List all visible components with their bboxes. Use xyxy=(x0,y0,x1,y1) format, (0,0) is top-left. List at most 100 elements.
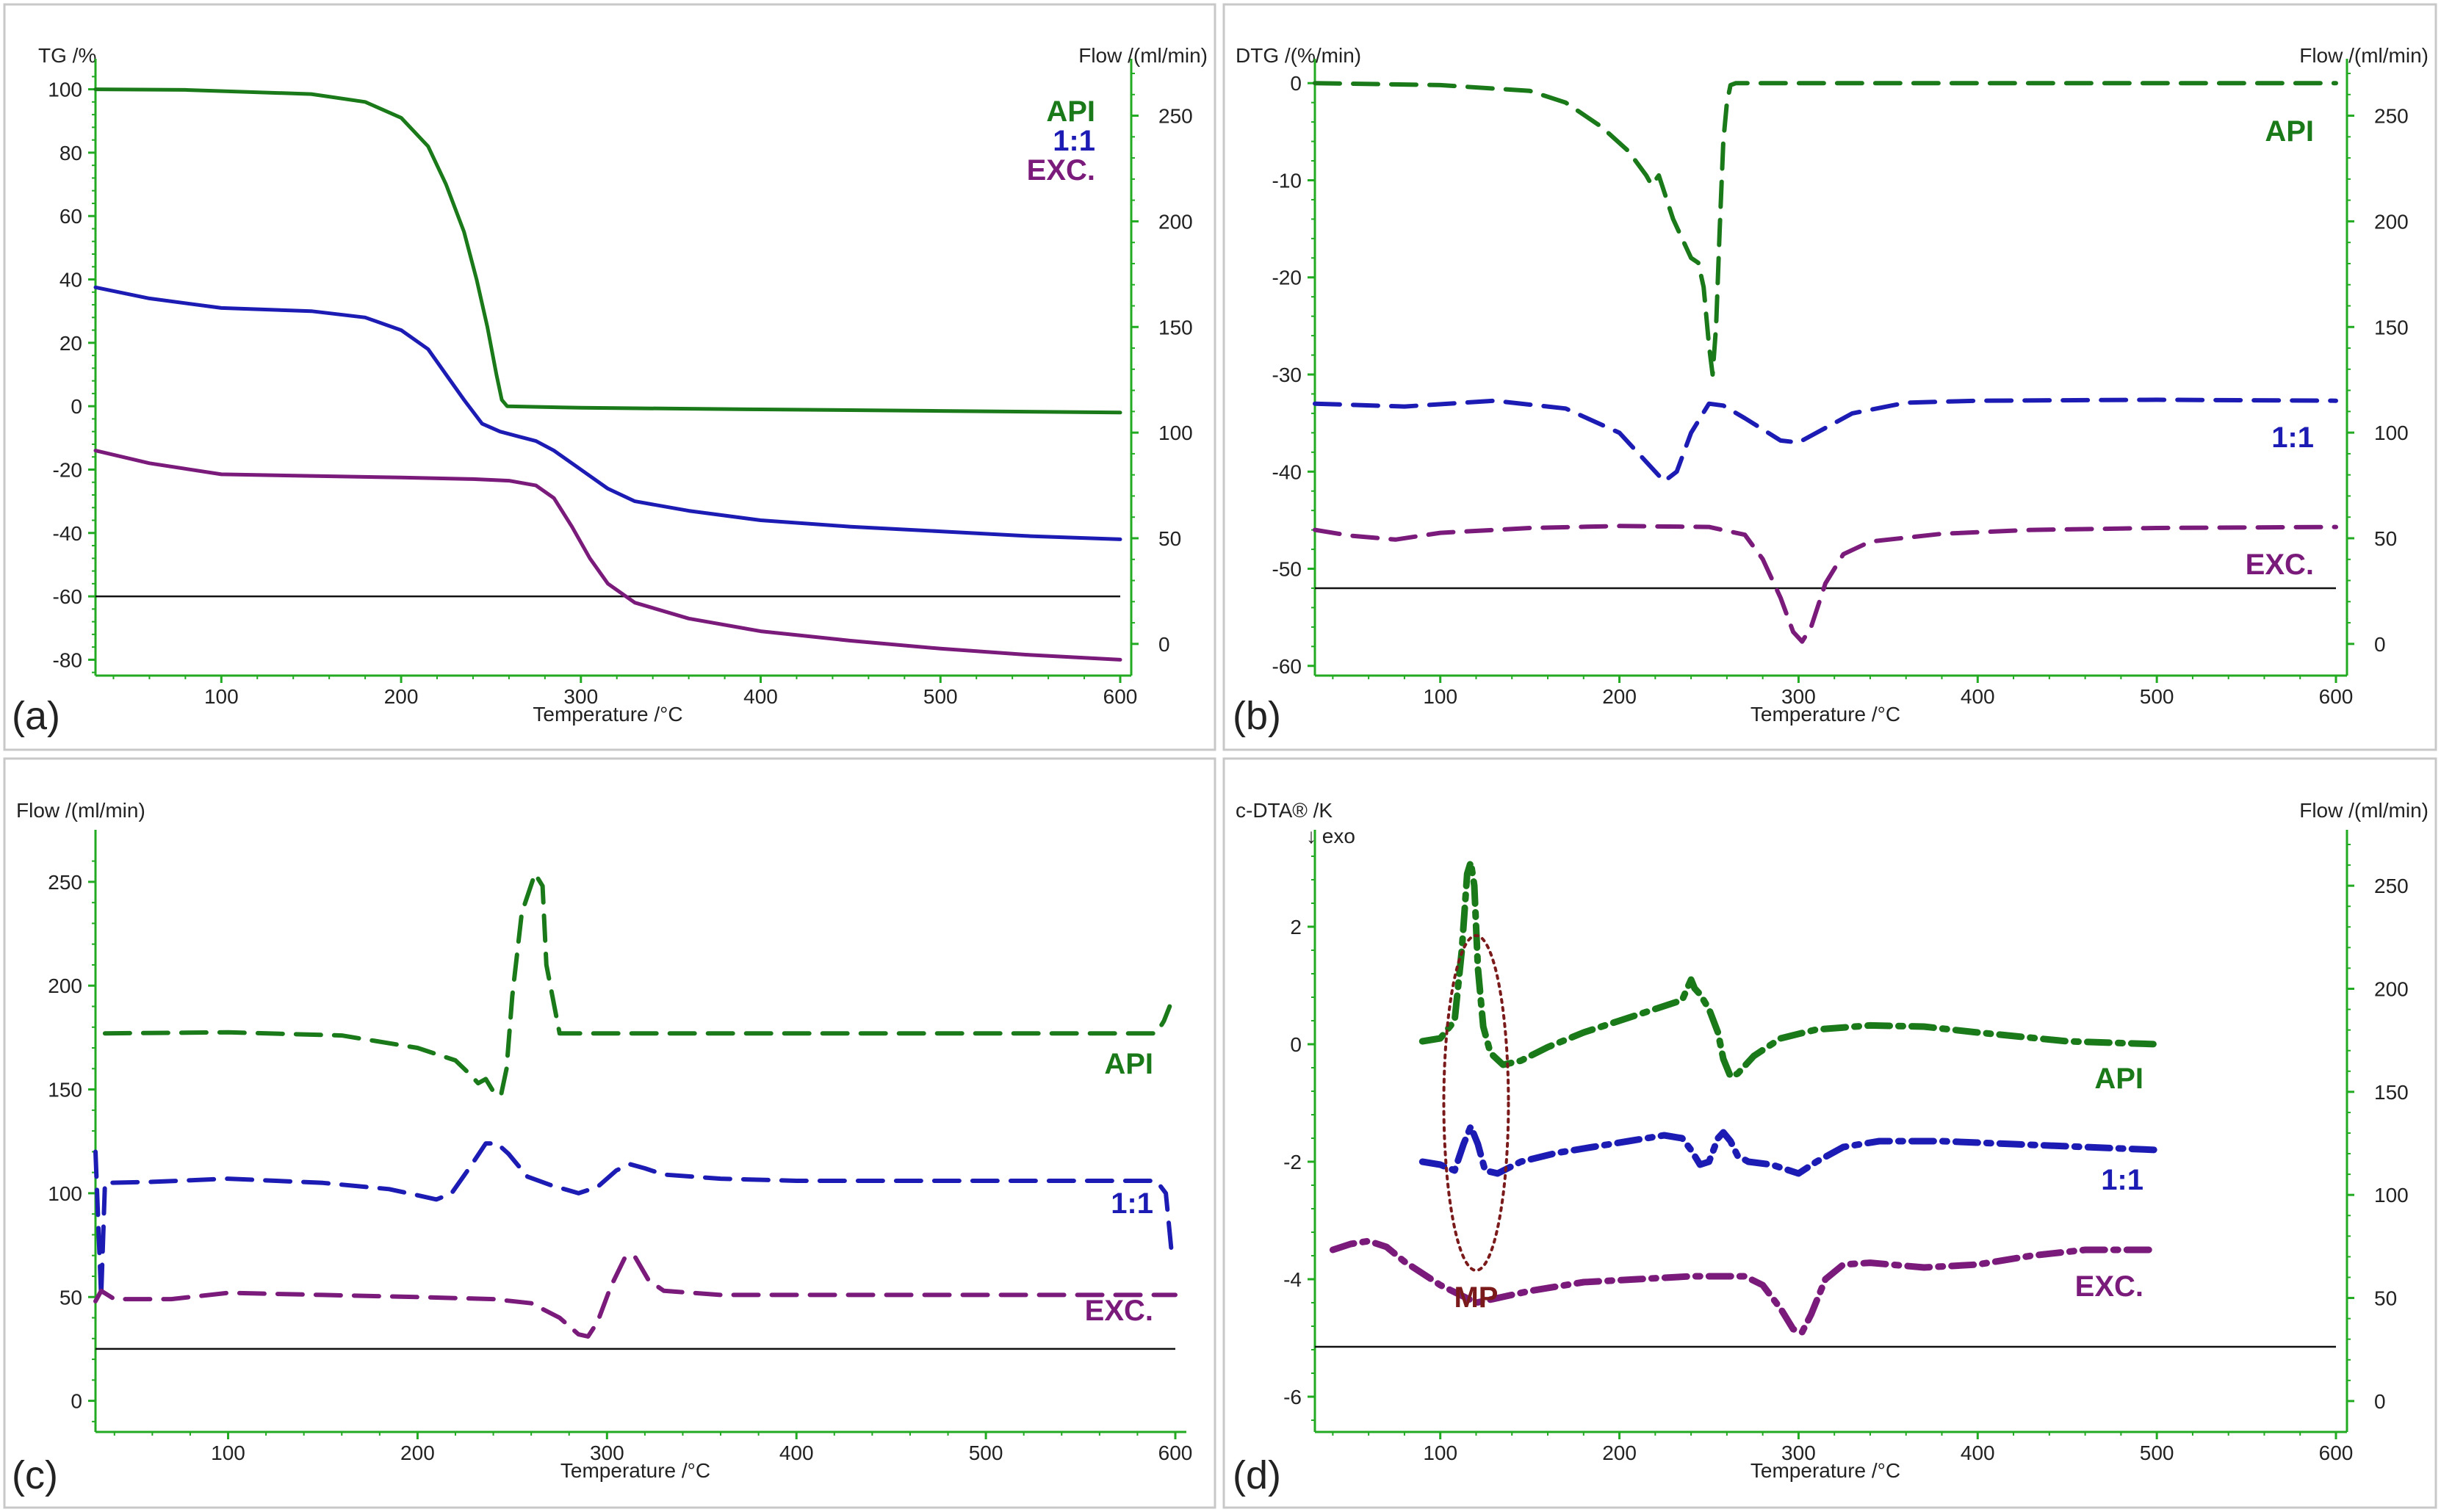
y-tick-label-left: 200 xyxy=(48,974,82,997)
series-line-api xyxy=(102,871,1172,1098)
y-tick-label-left: 80 xyxy=(60,142,82,164)
y-tick-label-left: -20 xyxy=(1272,267,1302,289)
y-tick-label-left: 2 xyxy=(1290,916,1302,938)
x-tick-label: 400 xyxy=(743,685,778,708)
legend-exc: EXC. xyxy=(2075,1270,2143,1303)
y-tick-label-right: 0 xyxy=(2374,633,2386,656)
y-axis-label-left: c-DTA® /K xyxy=(1236,799,1333,822)
panel-label-c: (c) xyxy=(12,1453,58,1497)
x-tick-label: 300 xyxy=(1781,1442,1816,1464)
x-tick-label: 100 xyxy=(1423,1442,1457,1464)
mp-highlight-label: MP xyxy=(1454,1281,1498,1314)
exo-annotation: ↓ exo xyxy=(1306,825,1355,847)
y-tick-label-right: 100 xyxy=(2374,1184,2409,1207)
series-line-exc xyxy=(1329,1237,2160,1336)
y-tick-label-right: 100 xyxy=(2374,422,2409,444)
legend-mix: 1:1 xyxy=(1053,125,1095,157)
x-tick-label: 200 xyxy=(384,685,419,708)
y-axis-label-left: DTG /(%/min) xyxy=(1236,44,1361,67)
x-tick-label: 400 xyxy=(779,1442,814,1464)
y-tick-label-left: -30 xyxy=(1272,363,1302,386)
y-tick-label-right: 50 xyxy=(2374,1287,2397,1310)
y-tick-label-left: -60 xyxy=(53,585,82,608)
x-tick-label: 100 xyxy=(204,685,239,708)
x-axis-label: Temperature /°C xyxy=(533,703,682,726)
legend-mix: 1:1 xyxy=(2101,1164,2143,1196)
x-tick-label: 600 xyxy=(2319,685,2354,708)
y-tick-label-left: 100 xyxy=(48,79,82,101)
x-tick-label: 200 xyxy=(1602,1442,1637,1464)
x-axis-label: Temperature /°C xyxy=(560,1459,710,1482)
series-line-exc xyxy=(93,1253,1178,1339)
y-tick-label-left: 250 xyxy=(48,871,82,894)
series-line-api xyxy=(1418,858,2160,1080)
legend-api: API xyxy=(2265,115,2314,148)
series-line-api xyxy=(93,87,1122,415)
x-tick-label: 400 xyxy=(1961,1442,1995,1464)
y-axis-label-right: Flow /(ml/min) xyxy=(2299,44,2429,67)
x-tick-label: 400 xyxy=(1961,685,1995,708)
y-tick-label-left: -40 xyxy=(53,522,82,545)
legend-exc: EXC. xyxy=(2246,549,2314,581)
y-tick-label-right: 0 xyxy=(2374,1390,2386,1413)
series-line-mix xyxy=(93,1141,1174,1300)
y-tick-label-left: -50 xyxy=(1272,558,1302,581)
y-tick-label-left: -60 xyxy=(1272,655,1302,678)
x-tick-label: 200 xyxy=(1602,685,1637,708)
panel-a: TG /% Flow /(ml/min) Temperature /°C 100 80 6… xyxy=(38,44,1208,726)
y-tick-label-right: 150 xyxy=(2374,316,2409,339)
panel-d: c-DTA® /K Flow /(ml/min)Temperature /°C20… xyxy=(1236,799,2429,1482)
x-tick-label: 600 xyxy=(1103,685,1138,708)
y-tick-label-left: 0 xyxy=(71,1390,82,1413)
x-tick-label: 100 xyxy=(1423,685,1457,708)
x-tick-label: 500 xyxy=(2140,685,2174,708)
series-line-exc xyxy=(1313,524,2338,644)
series-line-mix xyxy=(1418,1123,2160,1177)
x-tick-label: 500 xyxy=(923,685,958,708)
y-axis-label-right: Flow /(ml/min) xyxy=(1078,44,1208,67)
y-tick-label-right: 250 xyxy=(2374,105,2409,128)
panel-b: DTG /(%/min) Flow /(ml/min) Temperature /°… xyxy=(1236,44,2429,726)
legend-api: API xyxy=(2094,1063,2143,1095)
x-tick-label: 300 xyxy=(563,685,598,708)
panel-frame-b xyxy=(1222,3,2437,751)
panel-label-a: (a) xyxy=(12,694,60,738)
panel-c: Flow /(ml/min) Temperature /°C 250 200 150 10… xyxy=(16,799,1192,1482)
y-tick-label-right: 0 xyxy=(1158,633,1170,656)
y-tick-label-right: 50 xyxy=(1158,527,1181,550)
x-tick-label: 200 xyxy=(400,1442,435,1464)
x-tick-label: 500 xyxy=(2140,1442,2174,1464)
y-tick-label-right: 250 xyxy=(2374,875,2409,897)
x-tick-label: 300 xyxy=(1781,685,1816,708)
y-tick-label-left: -40 xyxy=(1272,460,1302,483)
y-tick-label-left: -80 xyxy=(53,648,82,671)
y-tick-label-left: 50 xyxy=(60,1286,82,1309)
y-tick-label-right: 200 xyxy=(1158,210,1193,233)
panel-frame-a xyxy=(3,3,1216,751)
panel-frame-d xyxy=(1222,757,2437,1509)
y-axis-label-right: Flow /(ml/min) xyxy=(2299,799,2429,822)
panel-frame-c xyxy=(3,757,1216,1509)
y-tick-label-left: 40 xyxy=(60,269,82,292)
legend-api: API xyxy=(1104,1048,1153,1080)
y-tick-label-left: -20 xyxy=(53,458,82,481)
x-tick-label: 300 xyxy=(590,1442,624,1464)
x-axis-label: Temperature /°C xyxy=(1750,1459,1900,1482)
y-tick-label-left: 20 xyxy=(60,332,82,355)
mp-highlight-ellipse xyxy=(1442,934,1510,1272)
y-tick-label-right: 250 xyxy=(1158,105,1193,128)
y-tick-label-left: 0 xyxy=(71,395,82,418)
series-line-mix xyxy=(93,285,1122,541)
y-tick-label-left: 150 xyxy=(48,1079,82,1102)
y-tick-label-right: 100 xyxy=(1158,422,1193,444)
y-tick-label-left: -6 xyxy=(1283,1386,1302,1408)
y-tick-label-left: -10 xyxy=(1272,169,1302,192)
series-line-api xyxy=(1313,81,2338,377)
x-tick-label: 600 xyxy=(1158,1442,1193,1464)
x-tick-label: 500 xyxy=(969,1442,1003,1464)
legend-exc: EXC. xyxy=(1085,1295,1153,1327)
x-tick-label: 100 xyxy=(211,1442,245,1464)
y-tick-label-left: 0 xyxy=(1290,72,1302,95)
y-axis-label-left: Flow /(ml/min) xyxy=(16,799,145,822)
y-tick-label-right: 150 xyxy=(2374,1081,2409,1104)
